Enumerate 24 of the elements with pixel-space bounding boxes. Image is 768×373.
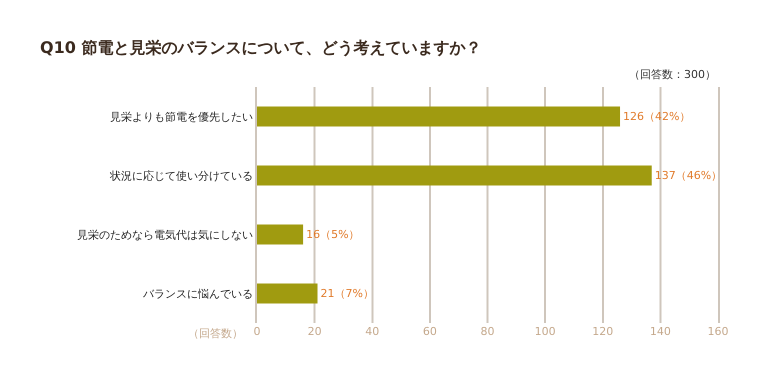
x-tick-label: 60 xyxy=(422,325,437,338)
bar xyxy=(257,224,304,245)
x-tick-label: 120 xyxy=(592,325,614,338)
data-label: 16（5%） xyxy=(306,228,360,241)
x-tick-label: 40 xyxy=(365,325,380,338)
bar xyxy=(257,106,620,127)
x-tick-label: 100 xyxy=(534,325,556,338)
x-axis-title: （回答数） xyxy=(188,327,243,340)
y-tick-label: 見栄よりも節電を優先したい xyxy=(110,110,253,124)
data-label: 126（42%） xyxy=(623,110,690,123)
data-label: 21（7%） xyxy=(320,287,374,300)
y-tick-label: 状況に応じて使い分けている xyxy=(108,169,253,182)
x-tick-label: 0 xyxy=(254,325,260,338)
x-tick-label: 80 xyxy=(480,325,494,338)
x-tick-label: 140 xyxy=(650,325,671,338)
bar xyxy=(257,283,318,304)
chart-title: Q10 節電と見栄のバランスについて、どう考えていますか？ xyxy=(40,38,482,59)
y-tick-label: バランスに悩んでいる xyxy=(142,287,253,300)
bar xyxy=(257,165,652,186)
x-tick-label: 20 xyxy=(308,325,322,338)
text: （回答数：300） xyxy=(629,68,716,81)
y-tick-label: 見栄のためなら電気代は気にしない xyxy=(76,228,253,242)
x-tick-label: 160 xyxy=(708,325,728,338)
data-label: 137（46%） xyxy=(654,169,722,182)
